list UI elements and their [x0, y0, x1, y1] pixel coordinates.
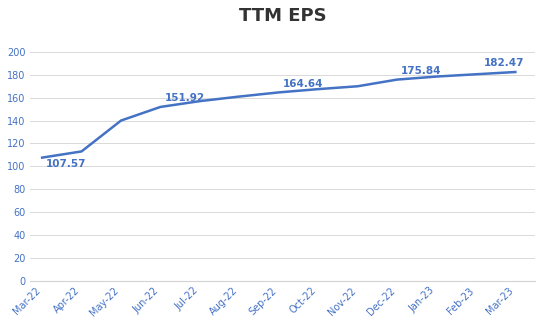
Text: 107.57: 107.57: [46, 159, 87, 169]
Text: 164.64: 164.64: [283, 79, 323, 89]
Text: 175.84: 175.84: [401, 66, 442, 76]
Text: 182.47: 182.47: [484, 58, 524, 68]
Text: 151.92: 151.92: [164, 93, 204, 103]
Title: TTM EPS: TTM EPS: [239, 7, 326, 25]
